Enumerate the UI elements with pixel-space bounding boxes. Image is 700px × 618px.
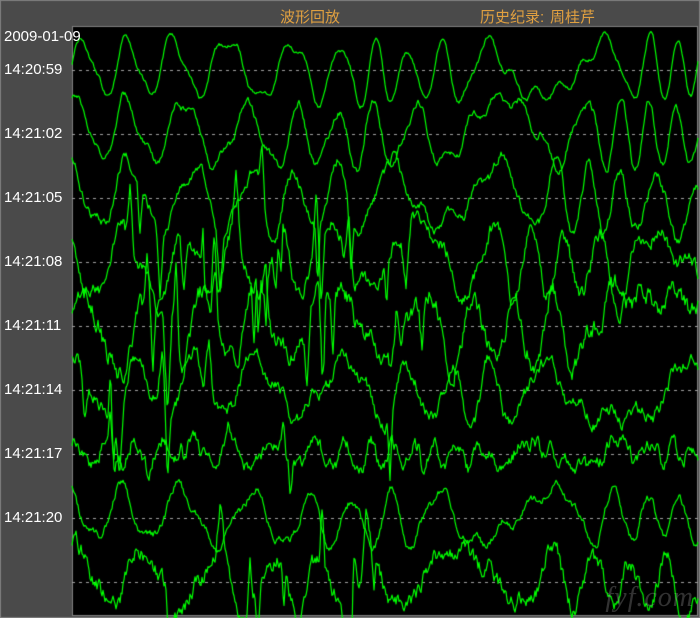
time-tick-label: 14:21:05: [4, 189, 62, 206]
playback-title: 波形回放: [280, 6, 340, 27]
time-tick-label: 14:21:02: [4, 125, 62, 142]
history-name: 周桂芹: [550, 6, 595, 27]
time-tick-label: 14:21:08: [4, 253, 62, 270]
header-bar: 波形回放 历史纪录: 周桂芹: [0, 6, 700, 26]
history-label: 历史纪录:: [480, 6, 544, 27]
time-tick-label: 14:21:14: [4, 381, 62, 398]
time-tick-label: 14:21:20: [4, 509, 62, 526]
watermark-text: fyf.com: [605, 582, 694, 614]
waveform-canvas: [0, 0, 700, 618]
time-tick-label: 14:21:17: [4, 445, 62, 462]
time-tick-label: 14:21:11: [4, 317, 61, 334]
waveform-playback-panel: 波形回放 历史纪录: 周桂芹 2009-01-09 14:20:59 14:21:…: [0, 0, 700, 618]
date-label: 2009-01-09: [4, 28, 81, 45]
time-tick-label: 14:20:59: [4, 61, 62, 78]
